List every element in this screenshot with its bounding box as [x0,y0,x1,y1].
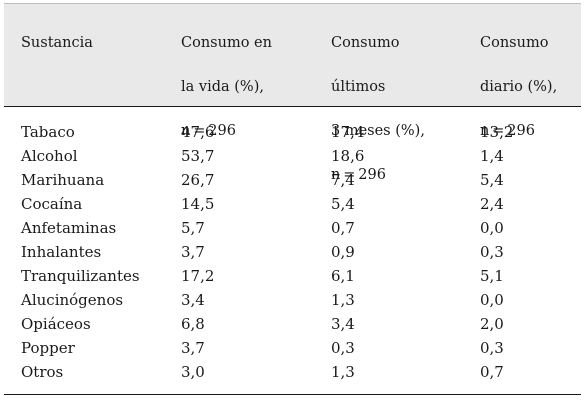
table-row: Tranquilizantes 17,2 6,1 5,1 [0,264,585,288]
header-line: diario (%), [480,79,558,95]
cell-daily: 0,3 [480,243,504,261]
cell-3-months: 0,3 [331,339,355,357]
header-consumo-3-meses: Consumo últimos 3 meses (%), n = 296 [331,10,425,208]
header-consumo-vida: Consumo en la vida (%), n = 296 [181,10,272,164]
table-row: Alcohol 53,7 18,6 1,4 [0,144,585,168]
cell-daily: 13,2 [480,123,514,141]
header-sustancia: Sustancia [21,10,93,76]
table-row: Anfetaminas 5,7 0,7 0,0 [0,216,585,240]
cell-substance: Marihuana [21,171,105,189]
table-row: Alucinógenos 3,4 1,3 0,0 [0,288,585,312]
table-row: Inhalantes 3,7 0,9 0,3 [0,240,585,264]
table-row: Otros 3,0 1,3 0,7 [0,360,585,384]
cell-substance: Cocaína [21,195,83,213]
table-row: Tabaco 47,6 17,4 13,2 [0,120,585,144]
cell-3-months: 5,4 [331,195,355,213]
cell-substance: Popper [21,339,75,357]
cell-substance: Alucinógenos [21,291,124,309]
table-bottom-rule [4,394,581,395]
cell-lifetime: 3,0 [181,363,205,381]
cell-daily: 0,0 [480,219,504,237]
table-row: Cocaína 14,5 5,4 2,4 [0,192,585,216]
cell-substance: Inhalantes [21,243,102,261]
cell-daily: 0,3 [480,339,504,357]
cell-lifetime: 6,8 [181,315,205,333]
header-line: últimos [331,79,386,95]
header-line: n = 296 [331,167,386,183]
cell-substance: Tabaco [21,123,75,141]
header-consumo-diario: Consumo diario (%), n = 296 [480,10,557,164]
cell-lifetime: 3,7 [181,243,205,261]
table-body: Tabaco 47,6 17,4 13,2 Alcohol 53,7 18,6 … [0,120,585,384]
cell-3-months: 18,6 [331,147,365,165]
header-divider [4,106,581,107]
cell-lifetime: 3,4 [181,291,205,309]
cell-3-months: 1,3 [331,363,355,381]
cell-lifetime: 17,2 [181,267,215,285]
cell-substance: Alcohol [21,147,78,165]
cell-daily: 5,1 [480,267,504,285]
table-row: Popper 3,7 0,3 0,3 [0,336,585,360]
table-header-background [4,3,581,107]
cell-daily: 2,4 [480,195,504,213]
cell-lifetime: 53,7 [181,147,215,165]
cell-lifetime: 5,7 [181,219,205,237]
cell-lifetime: 47,6 [181,123,215,141]
header-line: n = 296 [480,123,535,139]
header-line: Consumo en [181,35,272,51]
cell-3-months: 6,1 [331,267,355,285]
header-line: Sustancia [21,35,93,51]
cell-lifetime: 14,5 [181,195,215,213]
cell-daily: 5,4 [480,171,504,189]
table-row: Opiáceos 6,8 3,4 2,0 [0,312,585,336]
header-line: Consumo [480,35,549,51]
header-line: n = 296 [181,123,236,139]
cell-3-months: 0,9 [331,243,355,261]
cell-3-months: 17,4 [331,123,365,141]
cell-3-months: 0,7 [331,219,355,237]
cell-daily: 2,0 [480,315,504,333]
cell-daily: 0,0 [480,291,504,309]
header-line: Consumo [331,35,400,51]
cell-lifetime: 3,7 [181,339,205,357]
cell-substance: Anfetaminas [21,219,117,237]
cell-lifetime: 26,7 [181,171,215,189]
header-line: la vida (%), [181,79,264,95]
cell-substance: Opiáceos [21,315,91,333]
cell-substance: Otros [21,363,64,381]
cell-daily: 0,7 [480,363,504,381]
cell-3-months: 3,4 [331,315,355,333]
cell-3-months: 1,3 [331,291,355,309]
table-row: Marihuana 26,7 7,4 5,4 [0,168,585,192]
cell-substance: Tranquilizantes [21,267,140,285]
header-line: 3 meses (%), [331,123,425,139]
cell-3-months: 7,4 [331,171,355,189]
cell-daily: 1,4 [480,147,504,165]
